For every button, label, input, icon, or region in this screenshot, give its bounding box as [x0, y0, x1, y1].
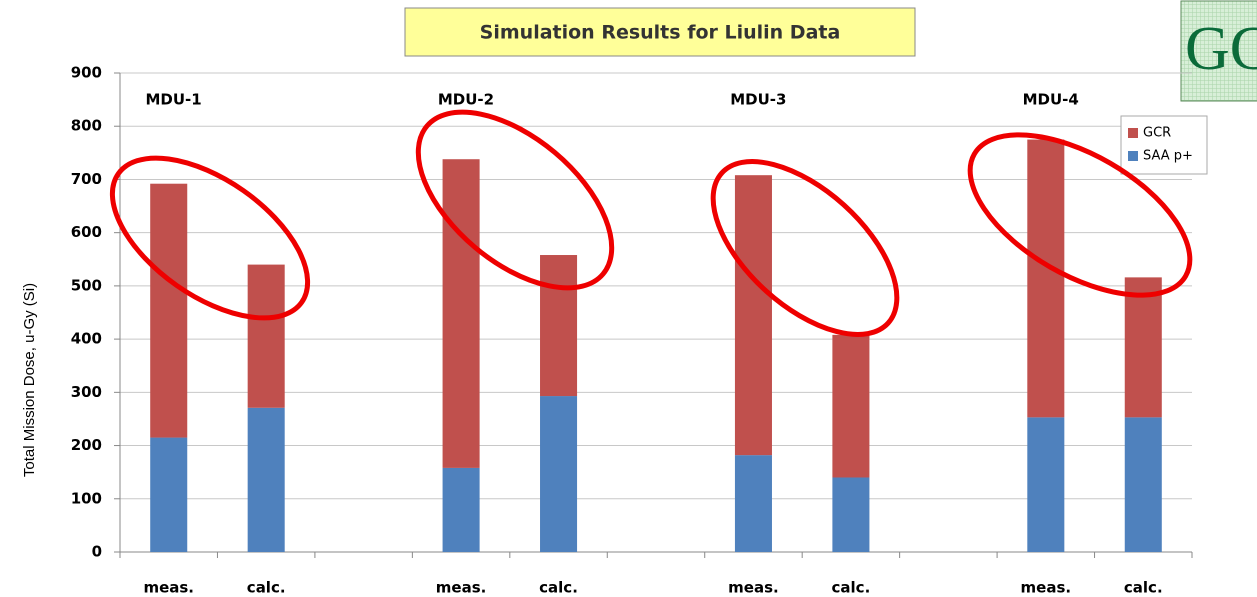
plot-area: 0 100 200 300 400 500 600 700 800 900 meas. calc. me…	[71, 64, 1208, 597]
y-tick-label: 100	[71, 489, 102, 507]
x-tick-label: calc.	[539, 579, 578, 597]
bar-segment	[734, 175, 772, 456]
bar-segment	[150, 437, 188, 552]
legend-label: GCR	[1143, 126, 1171, 141]
chart-title: Simulation Results for Liulin Data	[480, 22, 841, 44]
group-label: MDU-2	[438, 91, 494, 109]
legend-box	[1120, 115, 1208, 175]
y-axis-label: Total Mission Dose, u-Gy (Si)	[21, 283, 38, 477]
bar-segment	[442, 159, 480, 468]
bar-segment	[832, 334, 870, 478]
logo-text: GC	[1185, 15, 1257, 83]
bar-segment	[540, 396, 578, 552]
legend-label: SAA p+	[1143, 149, 1193, 164]
bar-segment	[247, 407, 285, 552]
x-tick-label: meas.	[1021, 579, 1072, 597]
x-tick-label: calc.	[832, 579, 871, 597]
ellipse	[109, 155, 311, 321]
x-tick-label: calc.	[1124, 579, 1163, 597]
y-tick-label: 500	[71, 276, 102, 294]
group-label: MDU-3	[730, 91, 786, 109]
legend-swatch	[1128, 151, 1138, 161]
bar-segment	[1124, 277, 1162, 418]
y-tick-label: 300	[71, 383, 102, 401]
ellipse	[415, 109, 615, 291]
legend-swatch	[1128, 128, 1138, 138]
bar-segment	[1027, 139, 1065, 418]
y-tick-label: 200	[71, 436, 102, 454]
bar-segment	[832, 477, 870, 552]
bar-segment	[247, 264, 285, 408]
x-tick-label: calc.	[247, 579, 286, 597]
bar-segment	[150, 183, 188, 438]
bar-segment	[734, 455, 772, 552]
x-tick-label: meas.	[436, 579, 487, 597]
highlight-ellipses	[109, 109, 1193, 337]
group-label: MDU-1	[145, 91, 201, 109]
title-box	[404, 7, 916, 57]
ellipse	[967, 132, 1193, 298]
bar-segment	[1124, 417, 1162, 552]
y-tick-label: 900	[71, 64, 102, 82]
x-tick-label: meas.	[143, 579, 194, 597]
y-tick-label: 400	[71, 330, 102, 348]
x-tick-label: meas.	[728, 579, 779, 597]
bar-segment	[1027, 417, 1065, 552]
ellipse	[710, 159, 900, 337]
group-label: MDU-4	[1023, 91, 1079, 109]
y-tick-label: 800	[71, 117, 102, 135]
logo-box	[1180, 0, 1257, 102]
y-tick-label: 600	[71, 223, 102, 241]
y-tick-label: 0	[92, 543, 102, 561]
y-tick-label: 700	[71, 170, 102, 188]
legend: GCR SAA p+	[1120, 115, 1208, 175]
bar-segment	[442, 467, 480, 552]
bar-segment	[540, 255, 578, 397]
